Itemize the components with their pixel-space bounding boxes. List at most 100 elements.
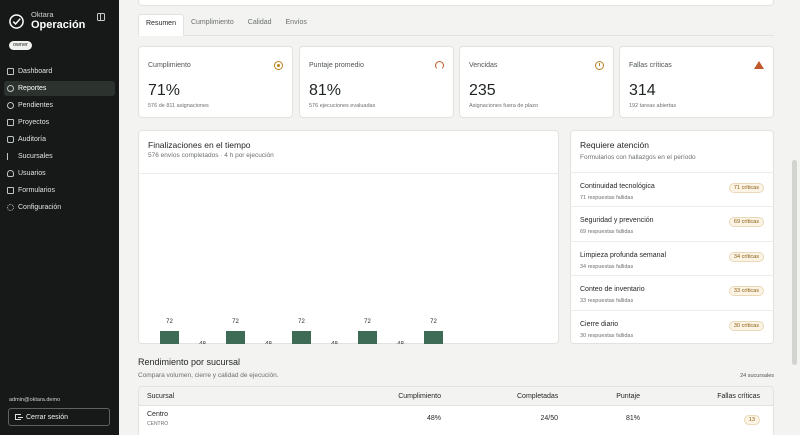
tab-resumen[interactable]: Resumen bbox=[138, 14, 184, 36]
critical-badge: 33 críticas bbox=[728, 286, 764, 297]
bar[interactable] bbox=[424, 331, 443, 344]
kpi-value: 81% bbox=[309, 82, 342, 99]
attention-card: Requiere atención Formularios con hallaz… bbox=[570, 130, 774, 344]
bar-value-label: 48 bbox=[199, 342, 206, 344]
target-icon bbox=[274, 61, 283, 70]
critical-badge: 30 críticas bbox=[728, 320, 764, 331]
attention-item-name: Continuidad tecnológica bbox=[580, 183, 655, 190]
kpi-label: Fallas críticas bbox=[629, 62, 672, 69]
tab-calidad[interactable]: Calidad bbox=[247, 19, 272, 26]
header-card bbox=[138, 0, 774, 6]
kpi-vencidas: Vencidas 235 Asignaciones fuera de plazo bbox=[459, 46, 614, 118]
sidebar-item-label: Proyectos bbox=[18, 119, 50, 126]
sidebar-item-formularios[interactable]: Formularios bbox=[4, 183, 115, 198]
warning-icon bbox=[754, 61, 764, 69]
gauge-icon bbox=[435, 61, 444, 70]
bar-value-label: 72 bbox=[430, 319, 437, 325]
logout-icon bbox=[15, 414, 23, 420]
column-header-score[interactable]: Puntaje bbox=[616, 393, 640, 400]
app-name: Operación bbox=[31, 19, 86, 31]
bar-value-label: 72 bbox=[166, 319, 173, 325]
bar[interactable] bbox=[292, 331, 311, 344]
scrollbar[interactable] bbox=[792, 160, 797, 365]
sidebar-item-label: Configuración bbox=[18, 204, 62, 211]
completions-bar-chart: 7213 jun–20 jun4820 jun–27 jun7228 jun–5… bbox=[160, 319, 443, 344]
form-icon bbox=[7, 187, 14, 194]
tab-cumplimiento[interactable]: Cumplimiento bbox=[190, 19, 234, 26]
folder-icon bbox=[7, 119, 14, 126]
org-name: Oktara bbox=[31, 10, 54, 19]
table-header: Sucursal Cumplimiento Completadas Puntaj… bbox=[139, 387, 773, 406]
attention-item[interactable]: Seguridad y prevención 69 respuestas fal… bbox=[571, 206, 773, 240]
kpi-subtext: 192 tareas abiertas bbox=[629, 103, 677, 109]
branch-score: 81% bbox=[625, 415, 640, 422]
branch-compliance: 48% bbox=[426, 415, 441, 422]
clock-icon bbox=[7, 102, 14, 109]
attention-item-detail: 71 respuestas fallidas bbox=[580, 195, 634, 201]
bar-value-label: 72 bbox=[364, 319, 371, 325]
logout-button[interactable]: Cerrar sesión bbox=[8, 408, 110, 426]
kpi-value: 235 bbox=[469, 82, 496, 99]
audit-icon bbox=[7, 136, 14, 143]
table-row[interactable]: Centro CENTRO 48% 24/50 81% 13 bbox=[139, 406, 773, 432]
branches-count: 24 sucursales bbox=[740, 373, 774, 379]
column-header-compliance[interactable]: Cumplimiento bbox=[398, 393, 441, 400]
attention-item-detail: 33 respuestas fallidas bbox=[580, 298, 634, 305]
sidebar-item-auditoria[interactable]: Auditoría bbox=[4, 132, 115, 147]
collapse-sidebar-icon[interactable] bbox=[97, 13, 105, 21]
attention-subtitle: Formularios con hallazgos en el período bbox=[580, 154, 696, 161]
bar-value-label: 72 bbox=[232, 319, 239, 325]
column-header-branch[interactable]: Sucursal bbox=[147, 393, 175, 400]
column-header-completed[interactable]: Completadas bbox=[517, 393, 559, 400]
sidebar-item-sucursales[interactable]: Sucursales bbox=[4, 149, 115, 164]
sidebar-item-usuarios[interactable]: Usuarios bbox=[4, 166, 115, 181]
attention-item[interactable]: Limpieza profunda semanal 34 respuestas … bbox=[571, 240, 773, 275]
sidebar-item-label: Formularios bbox=[18, 187, 55, 194]
sidebar-item-label: Usuarios bbox=[18, 170, 46, 177]
attention-item-name: Conteo de inventario bbox=[580, 286, 645, 294]
attention-item[interactable]: Conteo de inventario 33 respuestas falli… bbox=[571, 275, 773, 309]
kpi-subtext: 576 de 811 asignaciones bbox=[148, 103, 209, 109]
critical-badge: 34 críticas bbox=[728, 251, 764, 262]
branch-failures: 13 bbox=[717, 415, 760, 425]
column-header-failures[interactable]: Fallas críticas bbox=[717, 393, 760, 400]
sidebar-item-proyectos[interactable]: Proyectos bbox=[4, 115, 115, 130]
dashboard-icon bbox=[7, 68, 14, 75]
brand[interactable]: Oktara Operación bbox=[9, 10, 85, 32]
sidebar-item-reportes[interactable]: Reportes bbox=[4, 81, 115, 96]
kpi-value: 314 bbox=[629, 82, 656, 99]
attention-item-name: Seguridad y prevención bbox=[580, 217, 654, 225]
attention-item[interactable]: Cierre diario 30 respuestas fallidas 30 … bbox=[571, 309, 773, 344]
sidebar-item-pendientes[interactable]: Pendientes bbox=[4, 98, 115, 113]
kpi-label: Puntaje promedio bbox=[309, 62, 364, 69]
tab-envios[interactable]: Envíos bbox=[285, 19, 307, 26]
branches-title: Rendimiento por sucursal bbox=[138, 357, 241, 367]
bar[interactable] bbox=[358, 331, 377, 344]
kpi-label: Vencidas bbox=[469, 62, 498, 69]
branch-name: Centro bbox=[147, 411, 169, 418]
bar-value-label: 48 bbox=[331, 342, 338, 344]
attention-title: Requiere atención bbox=[580, 140, 649, 150]
attention-item[interactable]: Continuidad tecnológica 71 respuestas fa… bbox=[571, 172, 773, 206]
report-tabs: Resumen Cumplimiento Calidad Envíos bbox=[138, 14, 774, 36]
bar[interactable] bbox=[226, 331, 245, 344]
kpi-cumplimiento: Cumplimiento 71% 576 de 811 asignaciones bbox=[138, 46, 293, 118]
bar-value-label: 48 bbox=[397, 342, 404, 344]
sidebar-item-label: Auditoría bbox=[18, 136, 47, 143]
branches-table: Sucursal Cumplimiento Completadas Puntaj… bbox=[138, 386, 774, 435]
branch-completed: 24/50 bbox=[540, 415, 558, 422]
users-icon bbox=[7, 170, 14, 177]
sidebar-item-dashboard[interactable]: Dashboard bbox=[4, 64, 115, 79]
kpi-fallas-criticas: Fallas críticas 314 192 tareas abiertas bbox=[619, 46, 774, 118]
sidebar-item-configuracion[interactable]: Configuración bbox=[4, 200, 115, 215]
kpi-subtext: Asignaciones fuera de plazo bbox=[469, 103, 539, 109]
attention-item-detail: 34 respuestas fallidas bbox=[580, 263, 634, 270]
branches-subtitle: Compara volumen, cierre y calidad de eje… bbox=[138, 372, 279, 379]
kpi-value: 71% bbox=[148, 82, 181, 99]
kpi-subtext: 576 ejecuciones evaluadas bbox=[309, 103, 376, 109]
bar[interactable] bbox=[160, 331, 179, 344]
reports-icon bbox=[7, 85, 14, 92]
logout-label: Cerrar sesión bbox=[26, 413, 69, 421]
attention-item-detail: 69 respuestas fallidas bbox=[580, 229, 634, 236]
sidebar-item-label: Sucursales bbox=[18, 153, 53, 160]
